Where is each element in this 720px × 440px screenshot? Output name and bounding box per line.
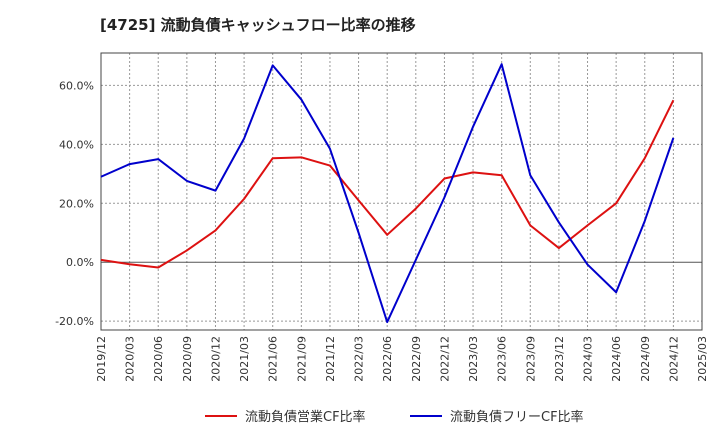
plot-frame [100,52,703,331]
x-tick-label: 2023/06 [496,336,509,382]
x-tick-label: 2023/09 [524,336,537,382]
y-tick-label: -20.0% [55,315,94,328]
x-tick-label: 2025/03 [696,336,709,382]
legend-label: 流動負債営業CF比率 [245,409,366,425]
x-tick-label: 2023/03 [467,336,480,382]
x-tick-label: 2021/03 [238,336,251,382]
series-lines [100,63,675,324]
x-tick-label: 2020/06 [152,336,165,382]
x-axis-tick-labels: 2019/12 2020/03 2020/06 2020/09 2020/12 2021/… [95,336,709,382]
x-tick-label: 2024/09 [639,336,652,382]
x-tick-label: 2024/12 [667,336,680,382]
x-tick-label: 2021/06 [267,336,280,382]
chart-title: [4725] 流動負債キャッシュフロー比率の推移 [100,16,416,34]
plot-area [101,53,702,330]
horizontal-gridlines [101,84,702,322]
x-tick-label: 2024/06 [610,336,623,382]
x-tick-label: 2020/03 [124,336,137,382]
x-tick-label: 2022/12 [438,336,451,382]
y-tick-label: 60.0% [59,79,94,92]
y-tick-label: 40.0% [59,138,94,151]
series-line-1 [100,99,675,269]
x-tick-label: 2022/03 [353,336,366,382]
x-tick-label: 2020/12 [209,336,222,382]
y-tick-label: 20.0% [59,197,94,210]
x-tick-label: 2019/12 [95,336,108,382]
y-axis-tick-labels: -20.0% 0.0% 20.0% 40.0% 60.0% [55,79,94,328]
series-line-2 [100,63,675,324]
x-tick-label: 2022/09 [410,336,423,382]
x-tick-label: 2021/09 [295,336,308,382]
y-tick-label: 0.0% [66,256,94,269]
x-tick-label: 2020/09 [181,336,194,382]
x-tick-label: 2021/12 [324,336,337,382]
x-tick-label: 2023/12 [553,336,566,382]
x-tick-label: 2024/03 [582,336,595,382]
x-tick-label: 2022/06 [381,336,394,382]
legend: 流動負債営業CF比率 流動負債フリーCF比率 [205,409,584,425]
legend-label: 流動負債フリーCF比率 [450,409,584,425]
